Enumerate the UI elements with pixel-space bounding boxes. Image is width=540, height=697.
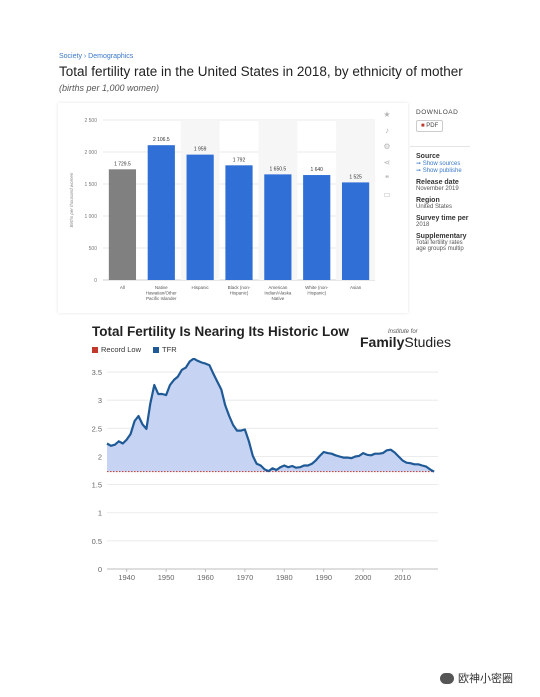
x-category-label: White (non-: [305, 285, 329, 290]
tfr-line: [106, 358, 435, 473]
x-tick-label: 1970: [237, 573, 254, 582]
supplementary-text: Total fertility rates age groups multip: [416, 240, 470, 252]
x-tick-label: 1950: [158, 573, 175, 582]
survey-label: Survey time per: [416, 215, 469, 222]
bar-value-label: 2 106.5: [153, 137, 170, 143]
bar[interactable]: [108, 169, 137, 280]
bar-value-label: 1 650.5: [270, 166, 287, 172]
legend-swatch-tfr: [153, 346, 160, 353]
y-tick-label: 0.5: [92, 537, 102, 546]
legend-tfr: TFR: [153, 345, 177, 354]
x-tick-label: 1990: [315, 573, 332, 582]
region-value: United States: [416, 204, 453, 210]
tfr-line-chart: 0 0.5 1 1.5 2 2.5 3 3.5 1940 1950 1960 1970 1980 1990…: [92, 358, 438, 582]
pdf-icon: ■: [421, 123, 425, 129]
pdf-download-button[interactable]: ■ PDF: [416, 120, 444, 132]
y-tick-label: 2 000: [84, 150, 97, 156]
x-tick-label: 1960: [197, 573, 214, 582]
quote-icon[interactable]: ❝: [384, 174, 390, 183]
x-category-label: Native: [271, 296, 284, 301]
bar-chart: 2 500 2 000 1 500 1 000 500 0 Births per thous…: [69, 118, 375, 301]
breadcrumb[interactable]: Society › Demographics: [59, 53, 134, 60]
x-category-label: Hispanic): [230, 291, 249, 296]
statista-sidebar: DOWNLOAD ■ PDF Source ➞ Show sources ➞ S…: [410, 103, 470, 313]
y-axis-label: Births per thousand women: [69, 172, 74, 227]
y-tick-label: 1.5: [92, 481, 102, 490]
star-icon[interactable]: ★: [383, 110, 391, 119]
chart2-title: Total Fertility Is Nearing Its Historic …: [92, 324, 350, 339]
bar[interactable]: [303, 175, 331, 280]
chart1-panel: 2 500 2 000 1 500 1 000 500 0 Births per thous…: [58, 103, 408, 313]
show-publisher-link[interactable]: ➞ Show publishe: [416, 168, 462, 174]
bar[interactable]: [264, 174, 292, 280]
x-category-label: Native: [155, 285, 168, 290]
print-icon[interactable]: ▭: [383, 190, 391, 199]
x-category-label: All: [120, 285, 125, 290]
x-category-label: Pacific Islander: [146, 296, 177, 301]
y-tick-label: 2: [98, 452, 102, 461]
chart2-legend: Record Low TFR: [92, 345, 177, 354]
x-tick-label: 2010: [394, 573, 411, 582]
x-category-label: Black (non-: [228, 285, 251, 290]
bar[interactable]: [147, 145, 175, 280]
legend-record-low: Record Low: [92, 345, 141, 354]
survey-value: 2018: [416, 222, 430, 228]
bar[interactable]: [341, 182, 370, 280]
supplementary-line-1: Total fertility rates: [416, 240, 463, 246]
logo-family: Family: [360, 334, 405, 350]
bar-value-label: 1 729.5: [114, 161, 131, 167]
x-category-label: American: [268, 285, 288, 290]
bar-value-label: 1 525: [349, 174, 362, 180]
release-date-value: November 2019: [416, 186, 459, 192]
supplementary-line-2: age groups multip: [416, 246, 464, 252]
y-tick-label: 1 500: [84, 182, 97, 188]
y-tick-label: 2 500: [84, 118, 97, 124]
x-category-label: Indian/Alaska: [264, 291, 292, 296]
y-tick-label: 500: [89, 246, 98, 252]
x-tick-label: 1940: [118, 573, 135, 582]
x-category-label: Asian: [350, 285, 362, 290]
chart-toolbar: ★ ♪ ⚙ ⋖ ❝ ▭: [380, 108, 398, 204]
watermark-text: 欧神小密圈: [458, 673, 513, 685]
region-label: Region: [416, 197, 440, 204]
bar[interactable]: [186, 154, 214, 280]
legend-label-tfr: TFR: [162, 345, 177, 354]
chart1-title: Total fertility rate in the United State…: [59, 64, 463, 79]
y-tick-label: 3: [98, 396, 102, 405]
y-tick-label: 0: [98, 565, 102, 574]
share-icon[interactable]: ⋖: [383, 158, 391, 167]
watermark: 欧神小密圈: [440, 670, 513, 686]
bar-value-label: 1 959: [194, 147, 207, 153]
bar-value-label: 1 640: [310, 167, 323, 173]
y-tick-label: 3.5: [92, 368, 102, 377]
gear-icon[interactable]: ⚙: [383, 142, 391, 151]
legend-label-record-low: Record Low: [101, 345, 142, 354]
ifs-logo-tagline: Institute for: [388, 329, 418, 335]
x-category-label: Hawaiian/Other: [146, 291, 178, 296]
bell-icon[interactable]: ♪: [385, 126, 389, 135]
show-sources-link[interactable]: ➞ Show sources: [416, 161, 461, 167]
y-tick-label: 2.5: [92, 424, 102, 433]
logo-studies: Studies: [404, 334, 452, 350]
pdf-label: PDF: [426, 123, 439, 129]
x-category-label: Hispanic): [307, 291, 326, 296]
y-tick-label: 1 000: [84, 214, 97, 220]
x-tick-label: 2000: [355, 573, 372, 582]
supplementary-label: Supplementary: [416, 233, 467, 240]
bar[interactable]: [225, 165, 253, 280]
y-tick-label: 1: [98, 509, 102, 518]
source-label: Source: [416, 153, 440, 160]
ifs-logo: FamilyStudies: [360, 334, 451, 350]
legend-swatch-record-low: [92, 346, 98, 353]
download-heading: DOWNLOAD: [416, 109, 459, 116]
tfr-area: [107, 358, 435, 472]
x-category-label: Hispanic: [192, 285, 210, 290]
bar-value-label: 1 792: [233, 157, 246, 163]
wechat-icon: [440, 672, 454, 684]
chart1-subtitle: (births per 1,000 women): [59, 83, 160, 93]
y-tick-label: 0: [94, 278, 97, 284]
x-tick-label: 1980: [276, 573, 293, 582]
release-date-label: Release date: [416, 179, 459, 186]
